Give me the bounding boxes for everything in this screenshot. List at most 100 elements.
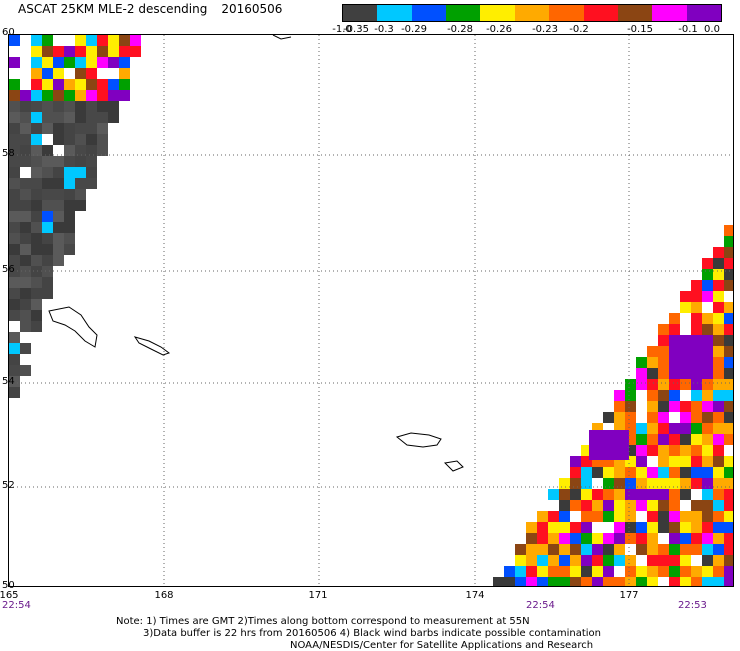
data-cell bbox=[559, 500, 570, 511]
data-cell bbox=[31, 90, 42, 101]
data-cell bbox=[64, 145, 75, 156]
data-cell bbox=[614, 489, 625, 500]
data-cell bbox=[658, 533, 669, 544]
data-cell bbox=[691, 280, 702, 291]
note-line-1: Note: 1) Times are GMT 2)Times along bot… bbox=[116, 616, 530, 627]
data-cell bbox=[119, 79, 130, 90]
data-cell bbox=[31, 321, 42, 332]
data-cell bbox=[592, 511, 603, 522]
data-cell bbox=[636, 434, 647, 445]
data-cell bbox=[42, 178, 53, 189]
data-cell bbox=[680, 445, 691, 456]
data-cell bbox=[647, 566, 658, 577]
data-cell bbox=[9, 277, 20, 288]
data-cell bbox=[724, 467, 733, 478]
data-cell bbox=[570, 533, 581, 544]
data-cell bbox=[75, 101, 86, 112]
data-cell bbox=[53, 167, 64, 178]
data-cell bbox=[702, 313, 713, 324]
data-cell bbox=[42, 277, 53, 288]
time-label-left: 22:54 bbox=[2, 600, 31, 611]
data-cell bbox=[658, 456, 669, 467]
legend-swatch bbox=[411, 5, 447, 21]
data-cell bbox=[669, 544, 680, 555]
data-cell bbox=[724, 445, 733, 456]
data-cell bbox=[108, 35, 119, 46]
data-cell bbox=[658, 445, 669, 456]
data-cell bbox=[31, 167, 42, 178]
data-cell bbox=[658, 390, 669, 401]
data-cell bbox=[669, 379, 680, 390]
data-cell bbox=[603, 533, 614, 544]
data-cell bbox=[702, 434, 713, 445]
data-cell bbox=[42, 156, 53, 167]
data-cell bbox=[625, 379, 636, 390]
data-cell bbox=[713, 434, 724, 445]
data-cell bbox=[680, 577, 691, 586]
latitude-label: 58 bbox=[2, 148, 15, 159]
data-cell bbox=[75, 167, 86, 178]
data-cell bbox=[108, 101, 119, 112]
data-cell bbox=[20, 167, 31, 178]
data-cell bbox=[504, 566, 515, 577]
data-cell bbox=[724, 335, 733, 346]
data-cell bbox=[702, 401, 713, 412]
data-cell bbox=[614, 577, 625, 586]
latitude-label: 52 bbox=[2, 480, 15, 491]
data-cell bbox=[570, 522, 581, 533]
data-cell bbox=[31, 233, 42, 244]
data-cell bbox=[9, 145, 20, 156]
data-cell bbox=[713, 324, 724, 335]
data-cell bbox=[108, 90, 119, 101]
note-line-3: NOAA/NESDIS/Center for Satellite Applica… bbox=[290, 640, 594, 651]
data-cell bbox=[636, 423, 647, 434]
data-cell bbox=[9, 112, 20, 123]
data-cell bbox=[724, 324, 733, 335]
data-cell bbox=[64, 90, 75, 101]
data-cell bbox=[691, 500, 702, 511]
data-cell bbox=[713, 456, 724, 467]
data-cell bbox=[9, 376, 20, 387]
data-cell bbox=[636, 511, 647, 522]
data-cell bbox=[559, 533, 570, 544]
data-cell bbox=[64, 57, 75, 68]
legend-swatch bbox=[549, 5, 584, 21]
data-cell bbox=[592, 500, 603, 511]
legend-tick-label: -0.28 bbox=[447, 24, 473, 35]
data-cell bbox=[20, 189, 31, 200]
data-cell bbox=[53, 222, 64, 233]
data-cell bbox=[625, 577, 636, 586]
data-cell bbox=[504, 577, 515, 586]
data-cell bbox=[724, 280, 733, 291]
data-cell bbox=[42, 46, 53, 57]
data-cell bbox=[724, 544, 733, 555]
data-cell bbox=[42, 189, 53, 200]
data-cell bbox=[636, 544, 647, 555]
data-cell bbox=[53, 68, 64, 79]
title-date: 20160506 bbox=[221, 2, 283, 16]
legend-swatch bbox=[686, 5, 721, 21]
data-cell bbox=[702, 489, 713, 500]
data-cell bbox=[713, 335, 724, 346]
data-cell bbox=[31, 200, 42, 211]
data-cell bbox=[713, 401, 724, 412]
data-cell bbox=[702, 302, 713, 313]
data-cell bbox=[64, 79, 75, 90]
data-cell bbox=[724, 269, 733, 280]
data-cell bbox=[97, 145, 108, 156]
data-cell bbox=[724, 346, 733, 357]
data-cell bbox=[9, 387, 20, 398]
data-cell bbox=[636, 577, 647, 586]
data-cell bbox=[724, 456, 733, 467]
data-cell bbox=[713, 368, 724, 379]
data-cell bbox=[658, 577, 669, 586]
legend-tick-label: 0.0 bbox=[704, 24, 720, 35]
data-cell bbox=[680, 522, 691, 533]
data-cell bbox=[64, 46, 75, 57]
data-cell bbox=[658, 324, 669, 335]
data-cell bbox=[9, 255, 20, 266]
data-cell bbox=[9, 167, 20, 178]
data-cell bbox=[724, 522, 733, 533]
coastline-island bbox=[133, 336, 171, 356]
data-cell bbox=[9, 123, 20, 134]
